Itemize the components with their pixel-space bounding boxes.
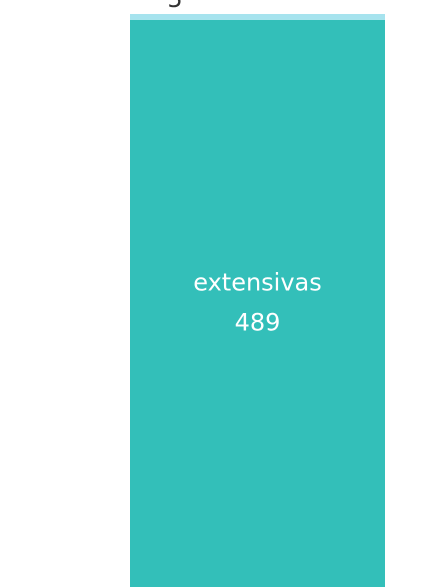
bar-segment [130, 14, 385, 20]
segment-value: 489 [235, 308, 281, 336]
segment-label: extensivas [193, 268, 322, 296]
segment-value: 5 [167, 0, 182, 13]
bar-segment [130, 19, 385, 587]
